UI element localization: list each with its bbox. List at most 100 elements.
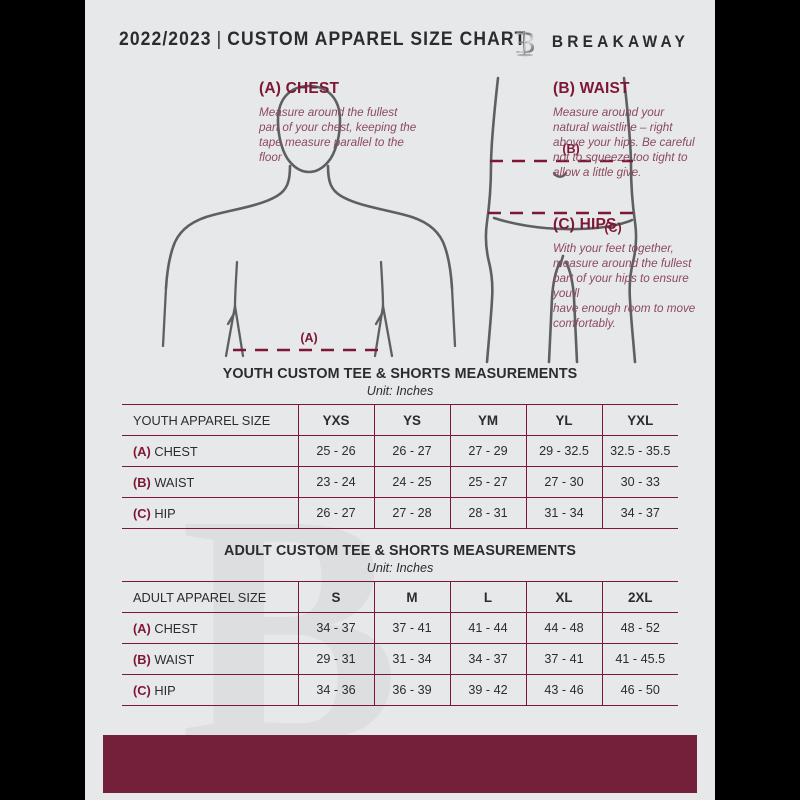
callout-hips-body: With your feet together, measure around … [553,242,696,331]
youth-row-1-tag: (B) [133,474,151,490]
table-row: (C) HIP 26 - 27 27 - 28 28 - 31 31 - 34 … [122,497,678,529]
youth-r2-c1: 27 - 28 [374,497,451,529]
table-row: (B) WAIST 29 - 31 31 - 34 34 - 37 37 - 4… [122,643,678,675]
adult-measurements-block: ADULT CUSTOM TEE & SHORTS MEASUREMENTS U… [85,543,715,706]
adult-r1-c1: 31 - 34 [374,643,451,675]
youth-r1-c3: 27 - 30 [526,466,603,498]
table-row: (A) CHEST 34 - 37 37 - 41 41 - 44 44 - 4… [122,612,678,644]
youth-size-col-2: YM [450,404,527,436]
youth-measurements-block: YOUTH CUSTOM TEE & SHORTS MEASUREMENTS U… [85,366,715,529]
adult-size-label: ADULT APPAREL SIZE [122,581,299,613]
youth-row-2-tag: (C) [133,505,151,521]
youth-r2-c3: 31 - 34 [526,497,603,529]
youth-row-0-name: CHEST [154,443,198,459]
callout-chest-body: Measure around the fullest part of your … [259,106,417,165]
adult-r2-c4: 46 - 50 [602,674,678,706]
header-year: 2022/2023 [119,27,212,50]
adult-table-title: ADULT CUSTOM TEE & SHORTS MEASUREMENTS [224,543,576,559]
youth-r0-c3: 29 - 32.5 [526,435,603,467]
callout-hips: (C) HIPS With your feet together, measur… [553,216,703,332]
chest-measure-label: (A) [300,331,317,345]
adult-row-0-name: CHEST [154,620,198,636]
page-title: 2022/2023 | CUSTOM APPAREL SIZE CHART [119,27,526,51]
size-chart-page: B 2022/2023 | CUSTOM APPAREL SIZE CHART [85,0,715,800]
adult-row-2-name: HIP [154,682,176,698]
adult-r0-c2: 41 - 44 [450,612,527,644]
youth-table-header-row: YOUTH APPAREL SIZE YXS YS YM YL YXL [122,404,678,436]
adult-row-0-tag: (A) [133,620,151,636]
brand-lockup: BREAKAWAY [510,28,689,58]
footer-bar [103,735,697,793]
youth-size-col-4: YXL [602,404,678,436]
lower-body-figure [484,76,638,364]
youth-row-0-tag: (A) [133,443,151,459]
youth-r1-c2: 25 - 27 [450,466,527,498]
adult-r1-c4: 41 - 45.5 [602,643,678,675]
adult-row-1-tag: (B) [133,651,151,667]
adult-size-col-3: XL [526,581,603,613]
youth-r1-c0: 23 - 24 [298,466,375,498]
youth-row-1-name: WAIST [154,474,195,490]
adult-row-0-label: (A) CHEST [122,612,299,644]
header-title-text: CUSTOM APPAREL SIZE CHART [227,27,527,50]
youth-size-table: YOUTH APPAREL SIZE YXS YS YM YL YXL (A) … [122,404,678,529]
youth-size-col-1: YS [374,404,451,436]
youth-size-col-3: YL [526,404,603,436]
adult-r1-c2: 34 - 37 [450,643,527,675]
youth-size-label: YOUTH APPAREL SIZE [122,404,299,436]
youth-table-title: YOUTH CUSTOM TEE & SHORTS MEASUREMENTS [222,366,578,382]
adult-row-2-tag: (C) [133,682,151,698]
youth-r0-c0: 25 - 26 [298,435,375,467]
adult-size-col-0: S [298,581,375,613]
body-figures-svg: (A) (B) [161,76,638,364]
table-row: (A) CHEST 25 - 26 26 - 27 27 - 29 29 - 3… [122,435,678,467]
callout-waist-heading: (B) WAIST [553,80,630,97]
adult-r0-c4: 48 - 52 [602,612,678,644]
youth-r0-c4: 32.5 - 35.5 [602,435,678,467]
adult-size-col-1: M [374,581,451,613]
callout-chest-heading: (A) CHEST [259,80,340,97]
youth-r1-c1: 24 - 25 [374,466,451,498]
callout-chest: (A) CHEST Measure around the fullest par… [259,80,419,165]
adult-r0-c3: 44 - 48 [526,612,603,644]
youth-r2-c2: 28 - 31 [450,497,527,529]
adult-row-1-label: (B) WAIST [122,643,299,675]
youth-table-unit: Unit: Inches [366,384,434,398]
page-header: 2022/2023 | CUSTOM APPAREL SIZE CHART [85,24,715,58]
youth-r0-c2: 27 - 29 [450,435,527,467]
adult-row-1-name: WAIST [154,651,195,667]
youth-row-2-name: HIP [154,505,176,521]
youth-r0-c1: 26 - 27 [374,435,451,467]
callout-waist: (B) WAIST Measure around your natural wa… [553,80,703,180]
youth-row-2-label: (C) HIP [122,497,299,529]
waist-measure-label: (B) [562,142,579,156]
hip-measure-label: (C) [604,221,621,235]
adult-r2-c3: 43 - 46 [526,674,603,706]
adult-size-col-2: L [450,581,527,613]
header-separator: | [216,27,223,50]
breakaway-b-logo-icon [516,31,534,57]
adult-size-table: ADULT APPAREL SIZE S M L XL 2XL (A) CHES… [122,581,678,706]
adult-r2-c2: 39 - 42 [450,674,527,706]
adult-size-col-4: 2XL [602,581,678,613]
upper-body-arms [161,260,457,358]
adult-r2-c1: 36 - 39 [374,674,451,706]
table-row: (B) WAIST 23 - 24 24 - 25 25 - 27 27 - 3… [122,466,678,498]
youth-row-0-label: (A) CHEST [122,435,299,467]
youth-row-1-label: (B) WAIST [122,466,299,498]
adult-table-header-row: ADULT APPAREL SIZE S M L XL 2XL [122,581,678,613]
youth-r1-c4: 30 - 33 [602,466,678,498]
adult-table-unit: Unit: Inches [366,561,434,575]
adult-r1-c0: 29 - 31 [298,643,375,675]
adult-r0-c1: 37 - 41 [374,612,451,644]
upper-body-figure [164,84,454,290]
adult-r2-c0: 34 - 36 [298,674,375,706]
adult-r0-c0: 34 - 37 [298,612,375,644]
callout-hips-heading: (C) HIPS [553,216,617,233]
brand-name: BREAKAWAY [551,33,689,52]
youth-r2-c4: 34 - 37 [602,497,678,529]
youth-r2-c0: 26 - 27 [298,497,375,529]
callout-waist-body: Measure around your natural waistline – … [553,106,695,180]
adult-r1-c3: 37 - 41 [526,643,603,675]
